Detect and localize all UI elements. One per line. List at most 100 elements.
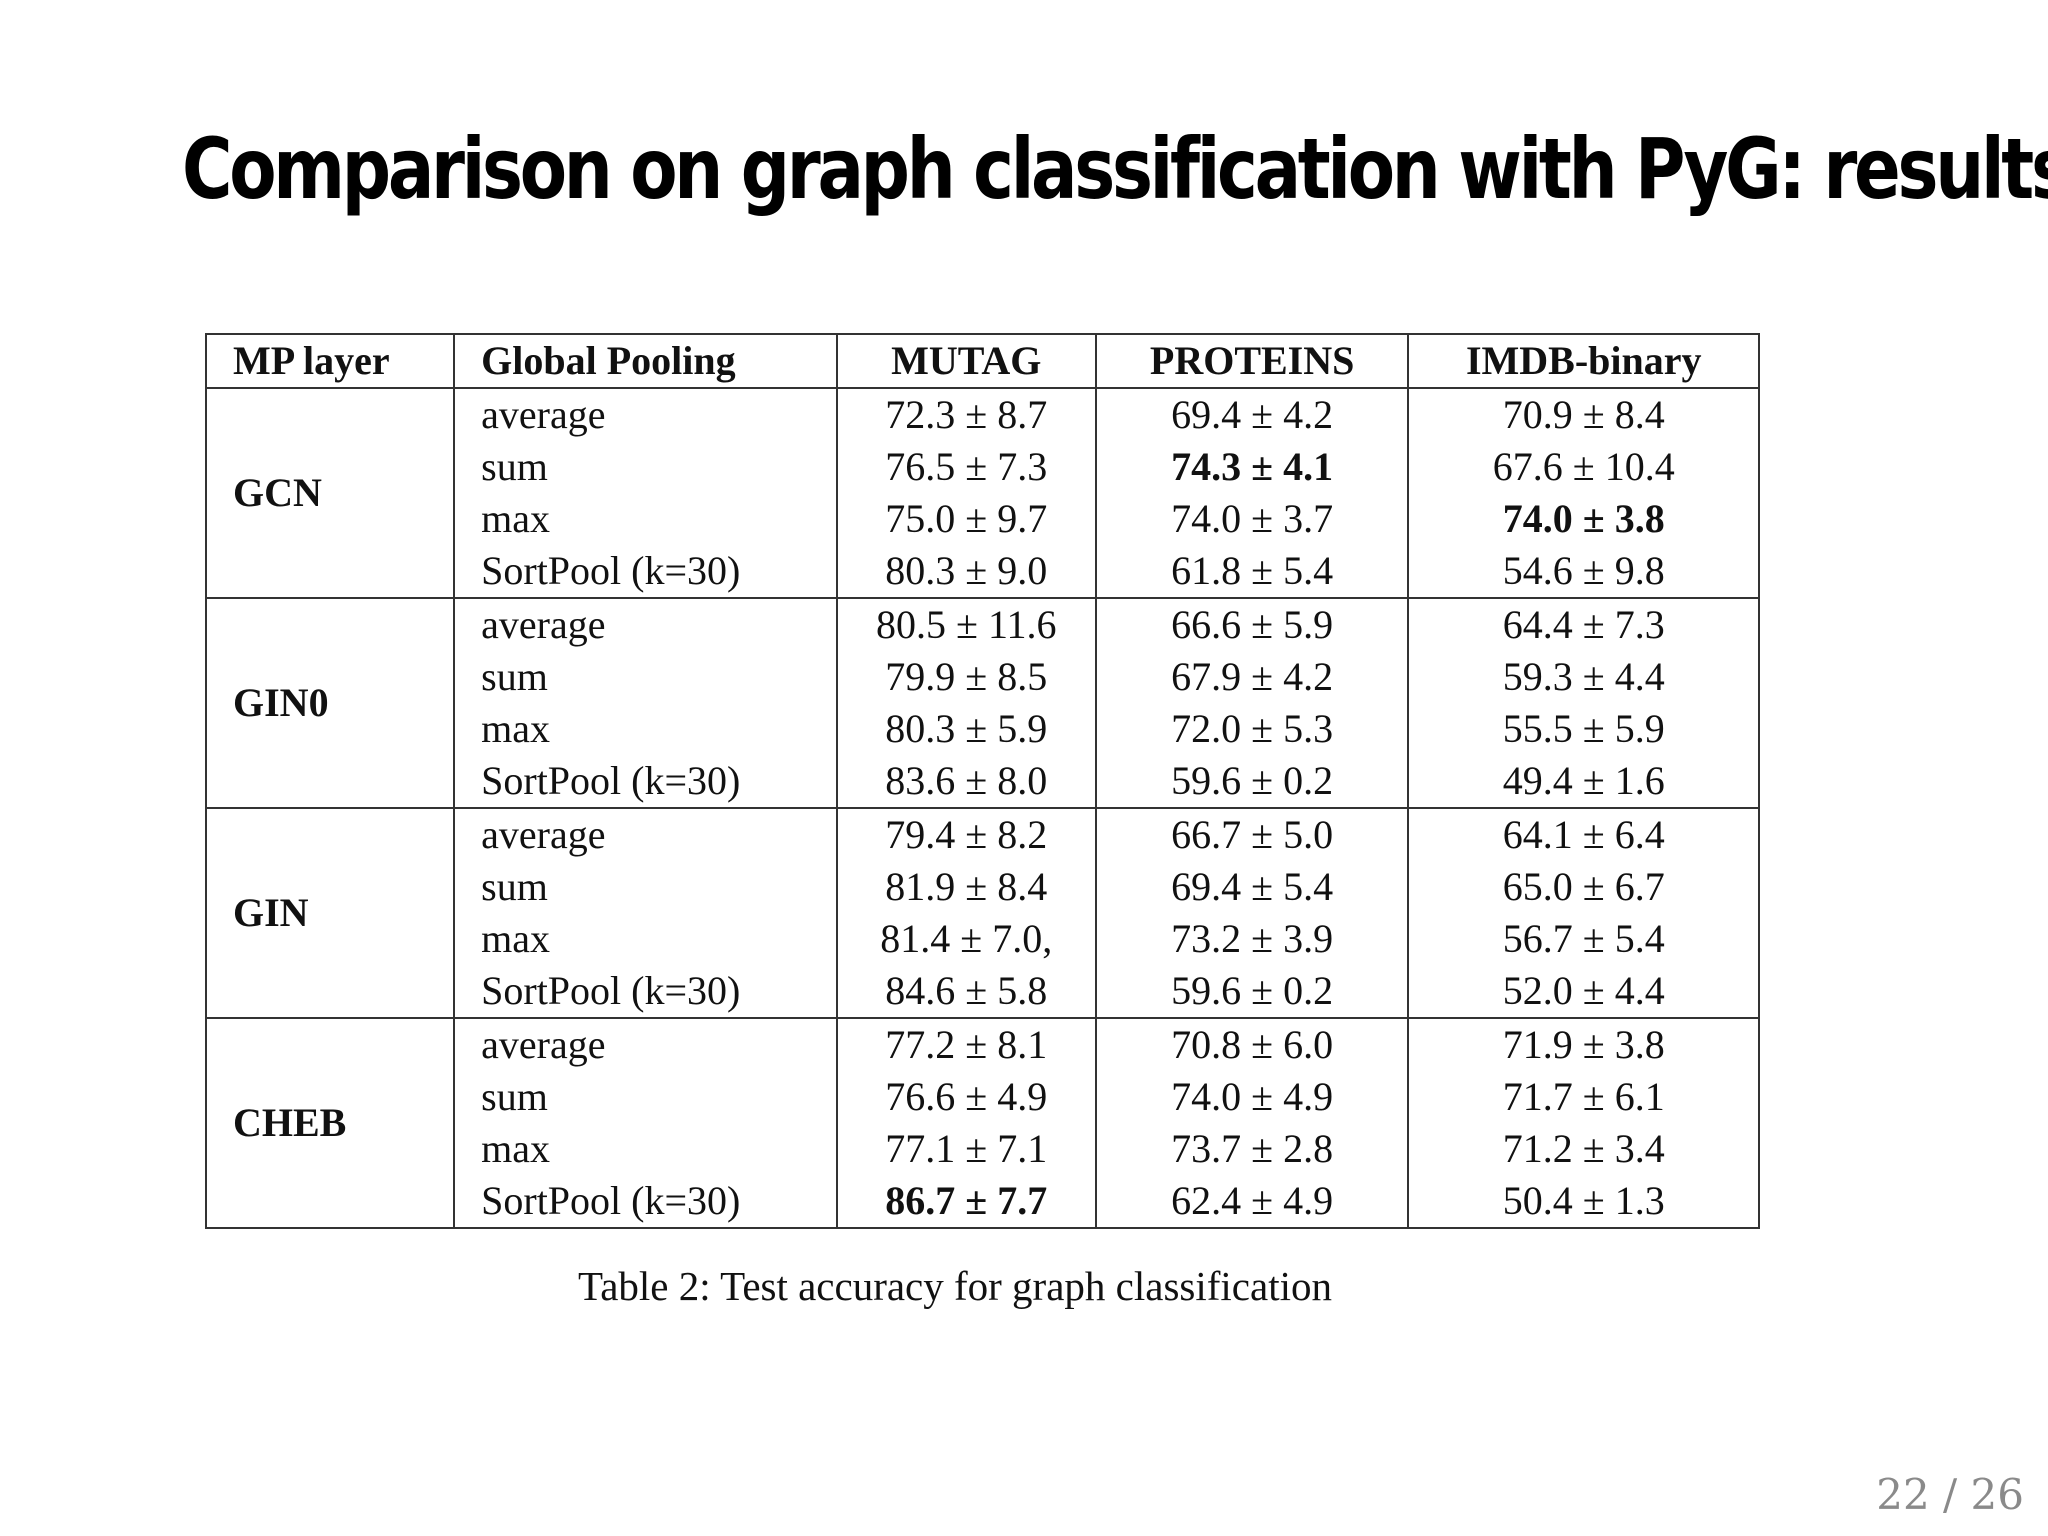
header-mp-layer: MP layer [204, 333, 456, 389]
header-mutag: MUTAG [835, 333, 1097, 389]
pooling-cell: average [453, 598, 838, 651]
table-header: MP layer Global Pooling MUTAG PROTEINS I… [204, 333, 1760, 389]
pooling-cell: average [453, 808, 838, 861]
imdb-value-cell: 71.9 ± 3.8 [1407, 1018, 1760, 1071]
table-caption: Table 2: Test accuracy for graph classif… [578, 1263, 1332, 1309]
mutag-value: 76.6 ± 4.9 [885, 1074, 1048, 1119]
mutag-value: 83.6 ± 8.0 [885, 758, 1048, 803]
imdb-value-cell: 56.7 ± 5.4 [1407, 913, 1760, 965]
imdb-value: 67.6 ± 10.4 [1492, 444, 1675, 489]
mutag-value-cell: 83.6 ± 8.0 [835, 755, 1097, 809]
proteins-value: 74.0 ± 3.7 [1171, 496, 1334, 541]
imdb-value: 49.4 ± 1.6 [1502, 758, 1665, 803]
header-proteins: PROTEINS [1094, 333, 1410, 389]
slide-title: Comparison on graph classification with … [182, 120, 2048, 218]
proteins-value: 61.8 ± 5.4 [1171, 548, 1334, 593]
mutag-value: 77.1 ± 7.1 [885, 1126, 1048, 1171]
table-row: SortPool (k=30) 86.7 ± 7.7 62.4 ± 4.9 50.4 … [206, 1175, 1760, 1229]
proteins-value: 59.6 ± 0.2 [1171, 968, 1334, 1013]
imdb-value: 71.9 ± 3.8 [1502, 1022, 1665, 1067]
mutag-value: 79.9 ± 8.5 [885, 654, 1048, 699]
proteins-value-cell: 66.6 ± 5.9 [1094, 598, 1410, 651]
table-row: CHEB average 77.2 ± 8.1 70.8 ± 6.0 71.9 ± 3.… [204, 1018, 1760, 1229]
table-row: SortPool (k=30) 83.6 ± 8.0 59.6 ± 0.2 49.4 … [206, 755, 1760, 809]
pooling-cell: sum [453, 441, 838, 493]
mutag-value: 81.9 ± 8.4 [885, 864, 1048, 909]
proteins-value-cell: 72.0 ± 5.3 [1094, 703, 1410, 755]
mutag-value-cell: 75.0 ± 9.7 [835, 493, 1097, 545]
mutag-value-cell: 77.1 ± 7.1 [835, 1123, 1097, 1175]
imdb-value-cell: 74.0 ± 3.8 [1407, 493, 1760, 545]
imdb-value-cell: 49.4 ± 1.6 [1407, 755, 1760, 809]
proteins-value-cell: 73.7 ± 2.8 [1094, 1123, 1410, 1175]
imdb-value: 55.5 ± 5.9 [1502, 706, 1665, 751]
table-row: sum 79.9 ± 8.5 67.9 ± 4.2 59.3 ± 4.4 [206, 651, 1760, 703]
proteins-value-cell: 61.8 ± 5.4 [1094, 545, 1410, 599]
proteins-value: 62.4 ± 4.9 [1171, 1178, 1334, 1223]
proteins-value: 73.2 ± 3.9 [1171, 916, 1334, 961]
proteins-value: 74.3 ± 4.1 [1171, 444, 1334, 489]
mp-layer-cell: CHEB [204, 1018, 456, 1229]
imdb-value-cell: 71.7 ± 6.1 [1407, 1071, 1760, 1123]
proteins-value-cell: 74.3 ± 4.1 [1094, 441, 1410, 493]
mutag-value: 76.5 ± 7.3 [885, 444, 1048, 489]
mutag-value-cell: 76.5 ± 7.3 [835, 441, 1097, 493]
mp-layer-cell: GIN [204, 808, 456, 1019]
imdb-value: 50.4 ± 1.3 [1502, 1178, 1665, 1223]
proteins-value-cell: 69.4 ± 4.2 [1094, 388, 1410, 441]
table-row: SortPool (k=30) 84.6 ± 5.8 59.6 ± 0.2 52.0 … [206, 965, 1760, 1019]
imdb-value-cell: 67.6 ± 10.4 [1407, 441, 1760, 493]
proteins-value: 69.4 ± 5.4 [1171, 864, 1334, 909]
proteins-value-cell: 74.0 ± 3.7 [1094, 493, 1410, 545]
pooling-cell: max [453, 913, 838, 965]
mutag-value-cell: 81.9 ± 8.4 [835, 861, 1097, 913]
proteins-value-cell: 74.0 ± 4.9 [1094, 1071, 1410, 1123]
imdb-value: 74.0 ± 3.8 [1502, 496, 1665, 541]
imdb-value-cell: 52.0 ± 4.4 [1407, 965, 1760, 1019]
table-row: max 81.4 ± 7.0, 73.2 ± 3.9 56.7 ± 5.4 [206, 913, 1760, 965]
proteins-value-cell: 62.4 ± 4.9 [1094, 1175, 1410, 1229]
imdb-value: 70.9 ± 8.4 [1502, 392, 1665, 437]
imdb-value: 71.2 ± 3.4 [1502, 1126, 1665, 1171]
table-row: max 75.0 ± 9.7 74.0 ± 3.7 74.0 ± 3.8 [206, 493, 1760, 545]
pooling-cell: max [453, 1123, 838, 1175]
mutag-value-cell: 79.4 ± 8.2 [835, 808, 1097, 861]
proteins-value-cell: 66.7 ± 5.0 [1094, 808, 1410, 861]
proteins-value: 67.9 ± 4.2 [1171, 654, 1334, 699]
table-row: max 80.3 ± 5.9 72.0 ± 5.3 55.5 ± 5.9 [206, 703, 1760, 755]
page-number: 22 / 26 [1876, 1470, 2024, 1519]
mutag-value: 80.5 ± 11.6 [876, 602, 1057, 647]
table-body: GCN average 72.3 ± 8.7 69.4 ± 4.2 70.9 ± 8.4… [204, 388, 1760, 1229]
mutag-value: 80.3 ± 5.9 [885, 706, 1048, 751]
mutag-value-cell: 72.3 ± 8.7 [835, 388, 1097, 441]
imdb-value: 65.0 ± 6.7 [1502, 864, 1665, 909]
table-row: GIN average 79.4 ± 8.2 66.7 ± 5.0 64.1 ± 6.4 [204, 808, 1760, 1019]
imdb-value: 54.6 ± 9.8 [1502, 548, 1665, 593]
proteins-value-cell: 69.4 ± 5.4 [1094, 861, 1410, 913]
pooling-cell: sum [453, 861, 838, 913]
pooling-cell: SortPool (k=30) [453, 1175, 838, 1229]
table-row: SortPool (k=30) 80.3 ± 9.0 61.8 ± 5.4 54.6 … [206, 545, 1760, 599]
table-row: sum 76.5 ± 7.3 74.3 ± 4.1 67.6 ± 10.4 [206, 441, 1760, 493]
proteins-value: 73.7 ± 2.8 [1171, 1126, 1334, 1171]
results-table: MP layer Global Pooling MUTAG PROTEINS I… [204, 333, 1760, 1229]
mutag-value: 72.3 ± 8.7 [885, 392, 1048, 437]
mutag-value-cell: 80.3 ± 5.9 [835, 703, 1097, 755]
mutag-value-cell: 80.3 ± 9.0 [835, 545, 1097, 599]
imdb-value-cell: 65.0 ± 6.7 [1407, 861, 1760, 913]
mutag-value: 86.7 ± 7.7 [885, 1178, 1048, 1223]
mp-layer-cell: GIN0 [204, 598, 456, 809]
header-row: MP layer Global Pooling MUTAG PROTEINS I… [204, 333, 1760, 389]
mutag-value: 75.0 ± 9.7 [885, 496, 1048, 541]
proteins-value: 70.8 ± 6.0 [1171, 1022, 1334, 1067]
proteins-value: 66.6 ± 5.9 [1171, 602, 1334, 647]
mutag-value-cell: 80.5 ± 11.6 [835, 598, 1097, 651]
mutag-value: 77.2 ± 8.1 [885, 1022, 1048, 1067]
header-imdb-binary: IMDB-binary [1407, 333, 1760, 389]
proteins-value: 69.4 ± 4.2 [1171, 392, 1334, 437]
mutag-value: 84.6 ± 5.8 [885, 968, 1048, 1013]
imdb-value-cell: 54.6 ± 9.8 [1407, 545, 1760, 599]
imdb-value-cell: 59.3 ± 4.4 [1407, 651, 1760, 703]
imdb-value: 64.4 ± 7.3 [1502, 602, 1665, 647]
imdb-value-cell: 71.2 ± 3.4 [1407, 1123, 1760, 1175]
